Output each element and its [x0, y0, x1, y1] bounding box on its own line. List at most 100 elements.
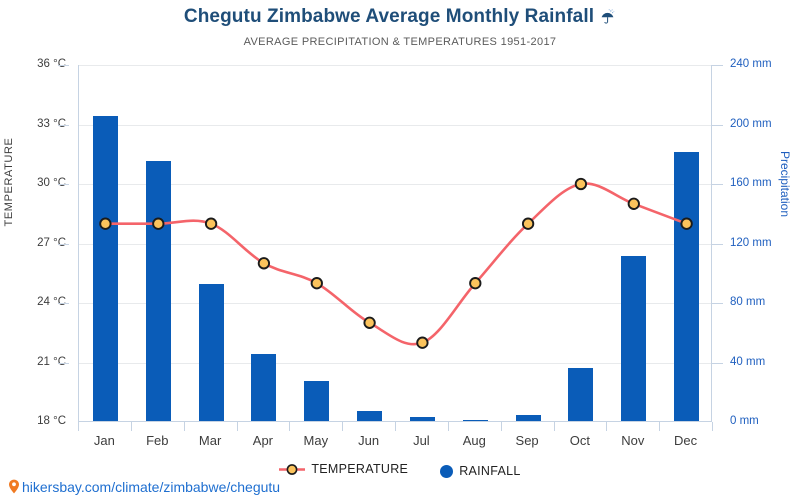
- temperature-point-jan[interactable]: Jan: 28 °C: [99, 217, 112, 230]
- plot-area: Jan: 28 °C Feb: 28 °C Mar: 28 °C Apr: 26 °C…: [78, 65, 712, 422]
- temperature-point-mar[interactable]: Mar: 28 °C: [204, 217, 218, 230]
- rainfall-bar-sep[interactable]: [515, 415, 541, 421]
- left-axis-tick-label: 30 °C: [37, 177, 66, 189]
- x-axis-label-feb: Feb: [146, 433, 169, 448]
- x-axis-label-jun: Jun: [358, 433, 380, 448]
- gridline: [79, 303, 711, 304]
- dot-icon: [440, 464, 454, 478]
- right-axis-tick: [712, 303, 723, 304]
- temperature-point-feb[interactable]: Feb: 28 °C: [152, 217, 165, 230]
- right-axis-tick-label: 120 mm: [730, 236, 772, 249]
- x-axis-tick: [236, 422, 238, 431]
- x-axis-tick: [183, 422, 185, 431]
- temperature-series: Jan: 28 °C Feb: 28 °C Mar: 28 °C Apr: 26 °C…: [99, 177, 693, 349]
- x-axis: Jan Feb Mar Apr May Jun Jul Aug Sep Oct Nov Dec: [78, 422, 713, 450]
- rainfall-bar-mar[interactable]: [198, 284, 224, 421]
- location-pin-icon: [8, 479, 20, 497]
- source-link-text: hikersbay.com/climate/zimbabwe/chegutu: [22, 479, 281, 495]
- x-axis-tick: [289, 422, 291, 431]
- temperature-point-jul[interactable]: Jul: 22 °C: [416, 336, 429, 349]
- temperature-point-oct[interactable]: Oct: 30 °C: [574, 177, 588, 191]
- right-axis-tick-label: 80 mm: [730, 296, 766, 308]
- left-axis-tick: [58, 362, 69, 364]
- gridline: [79, 65, 711, 66]
- temperature-point-dec[interactable]: Dec: 28 °C: [680, 217, 693, 230]
- rainfall-bar-oct[interactable]: [568, 367, 594, 421]
- right-axis-tick-label: 160 mm: [730, 177, 772, 189]
- legend-label-temperature: TEMPERATURE: [311, 462, 409, 476]
- chart-legend: TEMPERATURE RAINFALL: [0, 462, 800, 479]
- line-marker-icon: [279, 463, 306, 479]
- right-axis-tick: [712, 124, 723, 126]
- temperature-point-nov[interactable]: Nov: 29 °C: [627, 197, 640, 210]
- x-axis-tick: [395, 422, 396, 431]
- x-axis-tick: [130, 422, 132, 431]
- legend-item-temperature[interactable]: TEMPERATURE: [279, 462, 408, 479]
- left-axis-tick: [58, 184, 69, 185]
- temperature-point-aug[interactable]: Aug: 25 °C: [469, 277, 482, 290]
- right-axis-tick-label: 240 mm: [730, 58, 772, 70]
- rainfall-bar-feb[interactable]: [145, 160, 171, 421]
- left-axis-title: TEMPERATURE: [3, 137, 15, 227]
- x-axis-tick: [553, 422, 555, 431]
- right-axis-tick: [712, 243, 723, 245]
- right-axis-tick-label: 40 mm: [730, 355, 766, 368]
- chart-subtitle: AVERAGE PRECIPITATION & TEMPERATURES 195…: [243, 36, 557, 48]
- x-axis-tick: [712, 422, 713, 431]
- x-axis-label-may: May: [303, 433, 329, 448]
- x-axis-tick: [606, 422, 608, 431]
- right-axis-tick-label: 200 mm: [730, 117, 772, 130]
- legend-label-rainfall: RAINFALL: [459, 463, 521, 478]
- x-axis-label-jul: Jul: [413, 433, 430, 448]
- left-axis-tick: [58, 65, 69, 66]
- x-axis-tick: [659, 422, 661, 431]
- temperature-line: [104, 182, 688, 346]
- rainfall-bar-jan[interactable]: [92, 116, 118, 421]
- left-axis-tick-label: 33 °C: [37, 117, 66, 130]
- x-axis-tick: [447, 422, 449, 431]
- rainfall-bar-jun[interactable]: [357, 410, 383, 421]
- left-axis-tick-label: 27 °C: [37, 236, 66, 249]
- rainfall-bar-aug[interactable]: [462, 419, 488, 421]
- rainfall-bar-jul[interactable]: [409, 416, 435, 421]
- temperature-point-sep[interactable]: Sep: 28 °C: [521, 217, 535, 230]
- left-axis-tick-label: 24 °C: [37, 296, 66, 308]
- chart-title-text: Chegutu Zimbabwe Average Monthly Rainfal…: [183, 6, 595, 27]
- left-axis-tick: [58, 303, 69, 304]
- right-axis-tick: [712, 65, 723, 66]
- temperature-point-may[interactable]: May: 25 °C: [310, 277, 323, 290]
- chart-title: Chegutu Zimbabwe Average Monthly Rainfal…: [0, 6, 800, 31]
- rainfall-bar-apr[interactable]: [251, 354, 277, 421]
- left-axis-tick: [58, 124, 69, 126]
- right-axis-tick: [712, 362, 723, 364]
- right-axis-tick-label: 0 mm: [730, 415, 759, 427]
- umbrella-rain-icon: [599, 8, 616, 31]
- x-axis-label-sep: Sep: [515, 433, 539, 448]
- gridline: [79, 184, 711, 185]
- gridline: [79, 243, 711, 245]
- x-axis-label-aug: Aug: [462, 433, 486, 448]
- x-axis-label-jan: Jan: [93, 433, 115, 448]
- x-axis-label-nov: Nov: [621, 433, 645, 448]
- right-axis-tick: [712, 184, 723, 185]
- legend-item-rainfall[interactable]: RAINFALL: [440, 464, 520, 478]
- left-axis: 18 °C 21 °C 24 °C 27 °C 30 °C 33 °C 36 °C: [0, 58, 69, 427]
- right-axis: 0 mm 40 mm 80 mm 120 mm 160 mm 200 mm 240 mm: [712, 58, 792, 427]
- x-axis-label-oct: Oct: [569, 433, 591, 448]
- temperature-point-apr[interactable]: Apr: 26 °C: [257, 257, 271, 270]
- rainfall-bar-dec[interactable]: [674, 151, 700, 421]
- x-axis-label-apr: Apr: [252, 433, 274, 448]
- rainfall-bar-may[interactable]: [304, 380, 330, 421]
- left-axis-tick-label: 36 °C: [37, 58, 66, 70]
- x-axis-label-mar: Mar: [198, 433, 222, 448]
- left-axis-tick-label: 21 °C: [37, 355, 66, 368]
- left-axis-tick: [58, 243, 69, 245]
- right-axis-title: Precipitation: [778, 150, 792, 218]
- x-axis-tick: [342, 422, 344, 431]
- gridline: [79, 124, 711, 126]
- source-link[interactable]: hikersbay.com/climate/zimbabwe/chegutu: [8, 479, 280, 497]
- left-axis-tick-label: 18 °C: [37, 415, 66, 427]
- rainfall-bar-nov[interactable]: [621, 255, 647, 421]
- temperature-point-jun[interactable]: Jun: 23 °C: [363, 316, 376, 329]
